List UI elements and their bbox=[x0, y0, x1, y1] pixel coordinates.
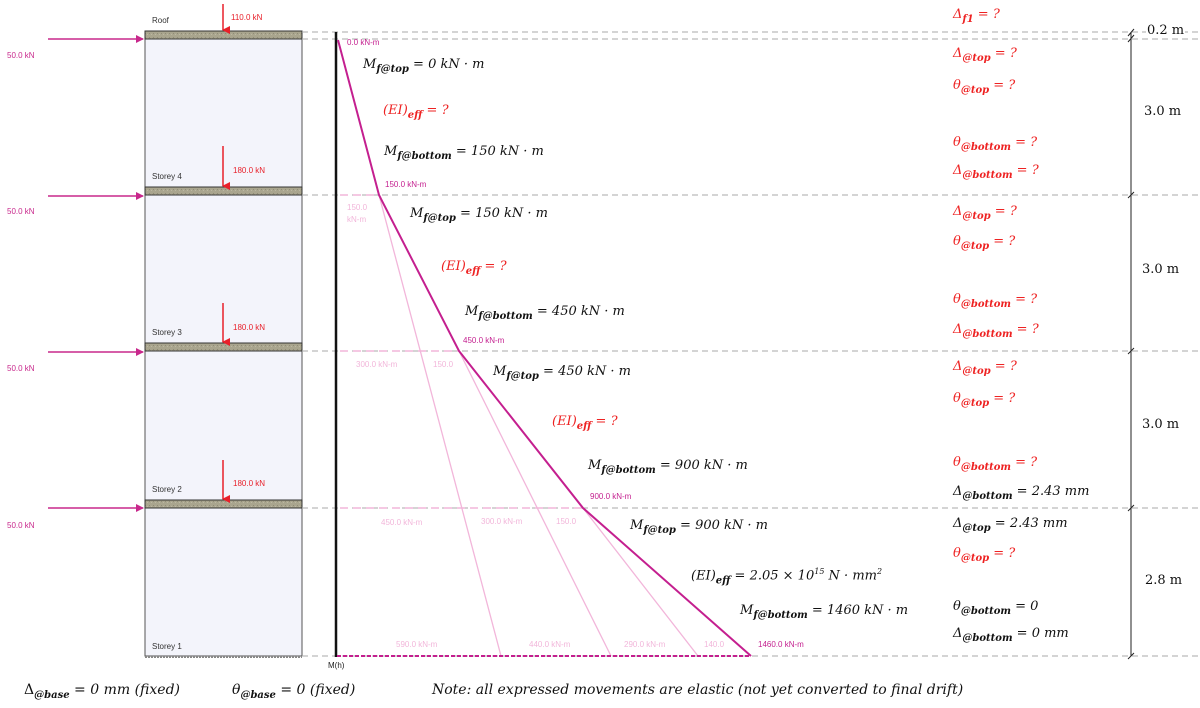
eq-mbot-storey2: Mf@bottom = 900 kN · m bbox=[588, 458, 748, 476]
result-storey2-delta-top: Δ@top = ? bbox=[953, 359, 1017, 377]
moment-curve bbox=[337, 39, 752, 657]
dimension-storey3: 3.0 m bbox=[1142, 262, 1180, 277]
faint-label: kN-m bbox=[347, 215, 367, 224]
level-lines bbox=[302, 31, 1200, 657]
slab-storey2 bbox=[144, 499, 303, 509]
level-label-storey2: Storey 2 bbox=[152, 485, 182, 494]
slab-storey4 bbox=[144, 186, 303, 196]
gravity-load-storey4: 180.0 kN bbox=[233, 166, 266, 175]
faint-label: 150.0 bbox=[433, 360, 454, 369]
moment-label-storey3: 450.0 kN-m bbox=[463, 336, 505, 345]
faint-label: 140.0 bbox=[704, 640, 725, 649]
moment-axis-label: M(h) bbox=[328, 661, 345, 670]
dimension-storey2: 3.0 m bbox=[1142, 417, 1180, 432]
result-storey3-theta-top: θ@top = ? bbox=[953, 234, 1016, 252]
moment-label-storey2: 900.0 kN-m bbox=[590, 492, 632, 501]
slab-storey3 bbox=[144, 342, 303, 352]
result-storey3-delta-bottom: Δ@bottom = ? bbox=[953, 322, 1039, 340]
faint-label: 150.0 bbox=[556, 517, 577, 526]
eq-mbot-storey4: Mf@bottom = 150 kN · m bbox=[384, 144, 544, 162]
lateral-load-storey3: 50.0 kN bbox=[7, 364, 35, 373]
lateral-load-arrows bbox=[48, 35, 144, 512]
eq-mtop-storey4: Mf@top = 0 kN · m bbox=[363, 57, 485, 75]
result-roof-delta-f1: Δf1 = ? bbox=[953, 7, 1000, 25]
eq-mtop-storey1: Mf@top = 900 kN · m bbox=[630, 518, 768, 536]
eq-ei-storey1: (EI)eff = 2.05 × 1015 N · mm2 bbox=[691, 567, 883, 587]
gravity-load-roof: 110.0 kN bbox=[231, 13, 263, 22]
slab-roof bbox=[144, 30, 303, 40]
faint-label: 150.0 bbox=[347, 203, 368, 212]
eq-mbot-storey1: Mf@bottom = 1460 kN · m bbox=[740, 603, 909, 621]
result-storey1-delta-bottom: Δ@bottom = 0 mm bbox=[953, 626, 1069, 644]
lateral-load-storey4: 50.0 kN bbox=[7, 207, 35, 216]
dimension-storey4: 3.0 m bbox=[1144, 104, 1182, 119]
lateral-load-roof: 50.0 kN bbox=[7, 51, 35, 60]
eq-ei-storey2: (EI)eff = ? bbox=[552, 414, 618, 432]
footer-base-theta: θ@base = 0 (fixed) bbox=[232, 682, 356, 701]
result-storey2-delta-bottom: Δ@bottom = 2.43 mm bbox=[953, 484, 1090, 502]
footer-base-delta: Δ@base = 0 mm (fixed) bbox=[24, 682, 180, 701]
moment-label-base: 1460.0 kN-m bbox=[758, 640, 804, 649]
faint-label: 590.0 kN-m bbox=[396, 640, 438, 649]
faint-label: 300.0 kN-m bbox=[481, 517, 523, 526]
footer-note: Note: all expressed movements are elasti… bbox=[432, 682, 964, 698]
building-frame bbox=[144, 30, 303, 658]
gravity-load-storey2: 180.0 kN bbox=[233, 479, 266, 488]
result-storey2-theta-top: θ@top = ? bbox=[953, 391, 1016, 409]
eq-mtop-storey2: Mf@top = 450 kN · m bbox=[493, 364, 631, 382]
result-storey4-delta-top: Δ@top = ? bbox=[953, 46, 1017, 64]
result-storey4-theta-bottom: θ@bottom = ? bbox=[953, 135, 1038, 153]
eq-ei-storey4: (EI)eff = ? bbox=[383, 103, 449, 121]
result-storey4-theta-top: θ@top = ? bbox=[953, 78, 1016, 96]
eq-ei-storey3: (EI)eff = ? bbox=[441, 259, 507, 277]
result-storey1-theta-top: θ@top = ? bbox=[953, 546, 1016, 564]
moment-component-lines bbox=[378, 194, 699, 657]
eq-mbot-storey3: Mf@bottom = 450 kN · m bbox=[465, 304, 625, 322]
result-storey3-delta-top: Δ@top = ? bbox=[953, 204, 1017, 222]
moment-label-storey4: 150.0 kN-m bbox=[385, 180, 427, 189]
dimension-storey1: 2.8 m bbox=[1145, 573, 1183, 588]
result-storey1-theta-bottom: θ@bottom = 0 bbox=[953, 599, 1039, 617]
faint-label: 300.0 kN-m bbox=[356, 360, 398, 369]
level-label-storey4: Storey 4 bbox=[152, 172, 182, 181]
gravity-load-storey3: 180.0 kN bbox=[233, 323, 266, 332]
result-storey1-delta-top: Δ@top = 2.43 mm bbox=[953, 516, 1068, 534]
result-storey3-theta-bottom: θ@bottom = ? bbox=[953, 292, 1038, 310]
level-label-storey3: Storey 3 bbox=[152, 328, 182, 337]
dimension-line bbox=[1127, 28, 1135, 660]
faint-label: 450.0 kN-m bbox=[381, 518, 423, 527]
faint-label: 440.0 kN-m bbox=[529, 640, 571, 649]
result-storey4-delta-bottom: Δ@bottom = ? bbox=[953, 163, 1039, 181]
dimension-roof-parapet: 0.2 m bbox=[1146, 23, 1186, 38]
moment-label-roof: 0.0 kN-m bbox=[347, 38, 380, 47]
faint-label: 290.0 kN-m bbox=[624, 640, 666, 649]
level-label-storey1: Storey 1 bbox=[152, 642, 182, 651]
eq-mtop-storey3: Mf@top = 150 kN · m bbox=[410, 206, 548, 224]
level-label-roof: Roof bbox=[152, 16, 169, 25]
result-storey2-theta-bottom: θ@bottom = ? bbox=[953, 455, 1038, 473]
lateral-load-storey2: 50.0 kN bbox=[7, 521, 35, 530]
